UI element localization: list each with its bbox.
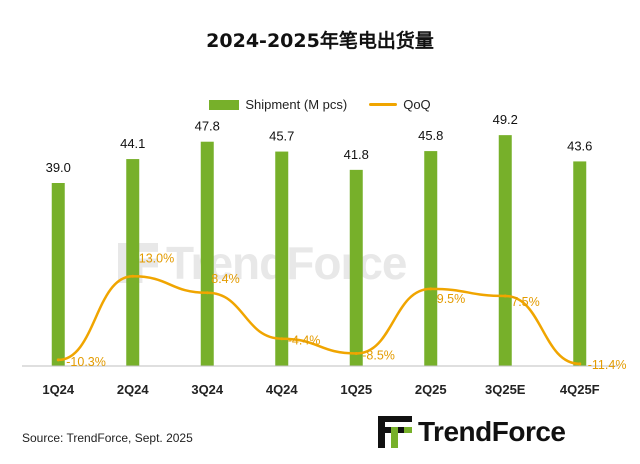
bar-value-label: 45.8	[418, 128, 443, 143]
qoq-point	[280, 337, 284, 341]
x-tick-label: 1Q24	[42, 382, 75, 397]
qoq-value-label: 9.5%	[437, 292, 466, 306]
legend-swatch-bar	[209, 99, 240, 110]
qoq-value-label: -11.4%	[588, 358, 627, 372]
trendforce-logo: TrendForce	[378, 414, 566, 450]
source-note: Source: TrendForce, Sept. 2025	[22, 431, 193, 445]
legend-swatch-line	[369, 103, 398, 106]
bar-value-label: 39.0	[46, 160, 71, 175]
x-tick-label: 2Q25	[415, 382, 447, 397]
bar-4Q24	[275, 151, 289, 366]
qoq-value-label: 7.5%	[511, 295, 540, 309]
x-tick-label: 3Q25E	[485, 382, 526, 397]
x-tick-label: 3Q24	[191, 382, 224, 397]
logo-text: TrendForce	[418, 416, 566, 447]
x-tick-label: 4Q24	[266, 382, 299, 397]
qoq-point	[354, 351, 358, 355]
qoq-value-label: -10.3%	[66, 355, 106, 369]
qoq-point	[578, 362, 582, 366]
qoq-value-label: 8.4%	[211, 272, 240, 286]
bar-value-label: 49.2	[493, 112, 518, 127]
chart-title: 2024-2025年笔电出货量	[206, 30, 434, 52]
legend-label-qoq: QoQ	[403, 97, 431, 112]
qoq-point	[131, 274, 135, 278]
legend: Shipment (M pcs) QoQ	[0, 97, 640, 112]
qoq-point	[429, 287, 433, 291]
qoq-point	[56, 358, 60, 362]
legend-item-qoq: QoQ	[369, 97, 431, 112]
bar-value-label: 44.1	[120, 136, 145, 151]
bar-value-label: 41.8	[344, 147, 369, 162]
qoq-value-label: -8.5%	[362, 348, 395, 362]
qoq-point	[503, 294, 507, 298]
bar-value-label: 43.6	[567, 138, 592, 153]
x-tick-label: 2Q24	[117, 382, 150, 397]
bar-1Q24	[51, 183, 65, 366]
bar-3Q25E	[498, 135, 512, 366]
qoq-value-label: -4.4%	[288, 334, 321, 348]
legend-item-shipment: Shipment (M pcs)	[209, 97, 347, 112]
trendforce-logo-icon	[378, 416, 412, 448]
bar-1Q25	[349, 169, 363, 366]
bar-2Q24	[126, 159, 140, 366]
bar-3Q24	[200, 141, 214, 366]
qoq-value-label: 13.0%	[139, 251, 174, 265]
bar-2Q25	[424, 151, 438, 366]
x-tick-label: 4Q25F	[560, 382, 600, 397]
bar-4Q25F	[573, 161, 587, 366]
qoq-point	[205, 291, 209, 295]
x-tick-label: 1Q25	[340, 382, 372, 397]
bar-value-label: 47.8	[195, 119, 220, 134]
bar-value-label: 45.7	[269, 129, 294, 144]
legend-label-shipment: Shipment (M pcs)	[245, 97, 348, 112]
